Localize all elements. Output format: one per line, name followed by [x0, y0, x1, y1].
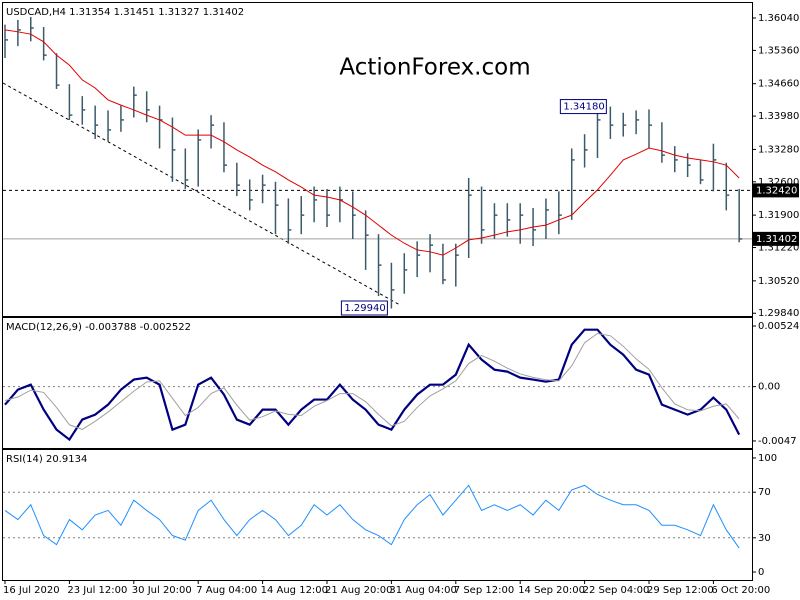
annotation-label: 1.29940 — [344, 303, 385, 314]
chart-title: USDCAD,H4 1.31354 1.31451 1.31327 1.3140… — [6, 7, 244, 18]
x-tick-label: 7 Sep 12:00 — [454, 585, 514, 596]
x-tick-label: 30 Jul 20:00 — [132, 585, 192, 596]
annotation-box — [340, 300, 388, 316]
annotation-box — [559, 99, 607, 115]
series-line — [4, 332, 740, 430]
series-line — [4, 328, 741, 442]
panel-frame — [2, 317, 753, 449]
y-tick-label: 1.33980 — [758, 111, 799, 122]
x-tick-label: 31 Aug 04:00 — [389, 585, 456, 596]
panel-frame — [2, 2, 753, 317]
panel-title: RSI(14) 20.9134 — [6, 454, 87, 465]
annotation-label: 1.34180 — [563, 102, 604, 113]
x-tick-label: 14 Sep 20:00 — [518, 585, 585, 596]
panel-title: MACD(12,26,9) -0.003788 -0.002522 — [6, 322, 191, 333]
level-label-box — [753, 183, 799, 198]
level-label: 1.31402 — [756, 234, 797, 245]
y-tick-label: 100 — [758, 453, 777, 464]
panel-frame — [2, 449, 753, 581]
x-tick-label: 14 Aug 12:00 — [261, 585, 328, 596]
y-tick-label: 1.32600 — [758, 177, 799, 188]
x-tick-label: 21 Aug 20:00 — [325, 585, 392, 596]
level-label-box — [753, 231, 799, 246]
y-tick-label: 70 — [758, 487, 771, 498]
x-tick-label: 7 Aug 04:00 — [196, 585, 257, 596]
y-tick-label: 0 — [758, 567, 764, 578]
y-tick-label: 1.33280 — [758, 144, 799, 155]
y-tick-label: 1.35360 — [758, 45, 799, 56]
y-tick-label: 1.34660 — [758, 79, 799, 90]
y-tick-label: -0.0047 — [758, 436, 797, 447]
y-tick-label: 0.00 — [758, 382, 780, 393]
y-tick-label: 30 — [758, 533, 771, 544]
x-tick-label: 6 Oct 20:00 — [711, 585, 770, 596]
moving-average — [4, 29, 740, 256]
y-tick-label: 1.30520 — [758, 276, 799, 287]
x-tick-label: 29 Sep 12:00 — [647, 585, 714, 596]
series-line — [4, 484, 740, 549]
y-tick-label: 1.31900 — [758, 210, 799, 221]
y-tick-label: 1.36040 — [758, 13, 799, 24]
level-label: 1.32420 — [756, 185, 797, 196]
x-tick-label: 23 Jul 12:00 — [67, 585, 127, 596]
y-tick-label: 1.29840 — [758, 308, 799, 319]
trend-line — [2, 82, 401, 306]
watermark: ActionForex.com — [339, 55, 530, 81]
x-tick-label: 22 Sep 04:00 — [583, 585, 650, 596]
x-tick-label: 16 Jul 2020 — [3, 585, 60, 596]
y-tick-label: 0.005245 — [758, 321, 800, 332]
y-tick-label: 1.31220 — [758, 243, 799, 254]
